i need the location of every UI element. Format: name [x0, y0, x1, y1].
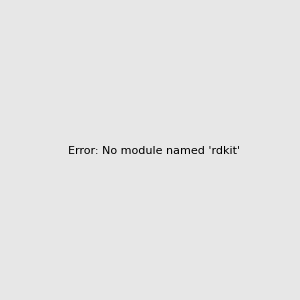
Text: Error: No module named 'rdkit': Error: No module named 'rdkit' [68, 146, 240, 157]
